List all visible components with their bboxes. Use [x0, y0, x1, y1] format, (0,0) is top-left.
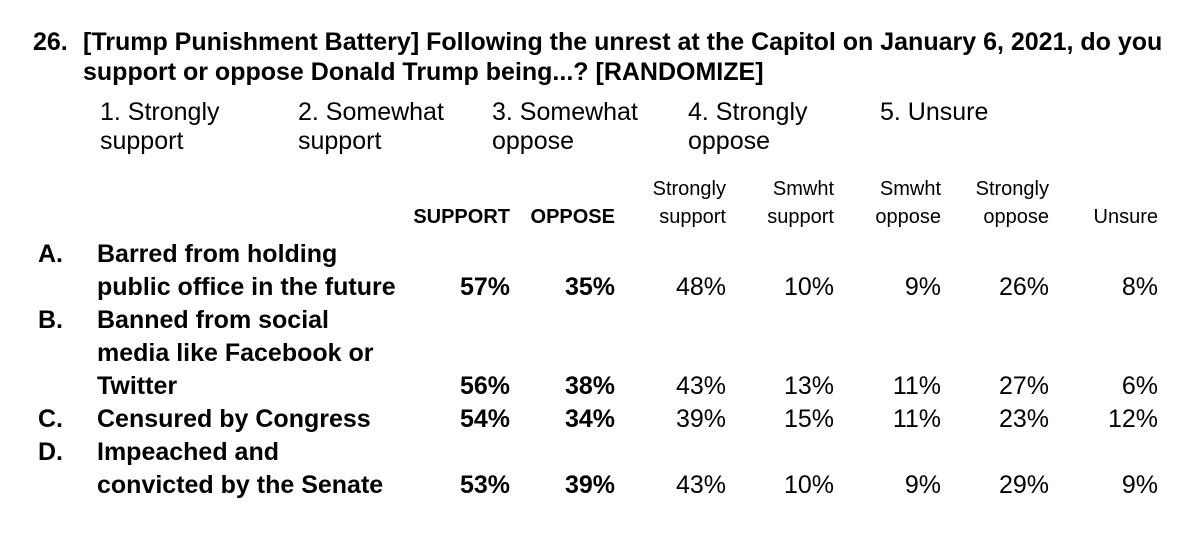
- value-smwht-support: 15%: [783, 405, 834, 433]
- value-support-net: 56%: [459, 372, 510, 400]
- table-header-row: SUPPORT OPPOSE Strongly support Smwht su…: [38, 175, 1158, 238]
- results-table: SUPPORT OPPOSE Strongly support Smwht su…: [38, 175, 1158, 502]
- header-letter-spacer: [38, 175, 97, 238]
- row-letter: D.: [38, 438, 63, 466]
- value-smwht-support: 10%: [783, 273, 834, 301]
- row-letter: B.: [38, 306, 63, 334]
- answer-option-unsure: 5. Unsure: [880, 98, 989, 126]
- value-smwht-oppose: 9%: [904, 471, 941, 499]
- value-strongly-oppose: 27%: [998, 372, 1049, 400]
- value-unsure: 6%: [1121, 372, 1158, 400]
- value-unsure: 8%: [1121, 273, 1158, 301]
- value-smwht-support: 13%: [783, 372, 834, 400]
- value-smwht-oppose: 9%: [904, 273, 941, 301]
- question-number: 26.: [33, 28, 68, 56]
- value-unsure: 12%: [1107, 405, 1158, 433]
- column-header-smwht-support: Smwht support: [767, 178, 834, 228]
- column-header-strongly-oppose: Strongly oppose: [975, 178, 1049, 228]
- value-strongly-support: 48%: [675, 273, 726, 301]
- value-oppose-net: 38%: [564, 372, 615, 400]
- value-strongly-support: 43%: [675, 471, 726, 499]
- value-support-net: 53%: [459, 471, 510, 499]
- answer-option-strongly-support: 1. Strongly support: [100, 98, 220, 155]
- value-strongly-oppose: 23%: [998, 405, 1049, 433]
- value-unsure: 9%: [1121, 471, 1158, 499]
- question-text: [Trump Punishment Battery] Following the…: [83, 28, 1163, 86]
- row-label: Impeached and convicted by the Senate: [97, 438, 384, 499]
- table-row-c: C. Censured by Congress 54% 34% 39% 15% …: [38, 403, 1158, 436]
- table-row-d: D. Impeached and convicted by the Senate…: [38, 436, 1158, 502]
- row-letter: C.: [38, 405, 63, 433]
- row-label: Barred from holding public office in the…: [97, 240, 396, 301]
- column-header-strongly-support: Strongly support: [652, 178, 726, 228]
- row-label: Censured by Congress: [97, 405, 371, 433]
- table-row-a: A. Barred from holding public office in …: [38, 238, 1158, 304]
- row-label: Banned from social media like Facebook o…: [97, 306, 374, 400]
- header-label-spacer: [97, 175, 408, 238]
- value-strongly-support: 43%: [675, 372, 726, 400]
- column-header-oppose-net: OPPOSE: [530, 206, 615, 228]
- value-support-net: 54%: [459, 405, 510, 433]
- value-smwht-oppose: 11%: [892, 405, 941, 433]
- value-oppose-net: 39%: [564, 471, 615, 499]
- answer-option-somewhat-support: 2. Somewhat support: [298, 98, 444, 155]
- column-header-smwht-oppose: Smwht oppose: [875, 178, 941, 228]
- column-header-unsure: Unsure: [1093, 206, 1158, 228]
- value-strongly-oppose: 29%: [998, 471, 1049, 499]
- value-oppose-net: 34%: [564, 405, 615, 433]
- value-smwht-support: 10%: [783, 471, 834, 499]
- value-support-net: 57%: [459, 273, 510, 301]
- answer-option-strongly-oppose: 4. Strongly oppose: [688, 98, 808, 155]
- answer-option-somewhat-oppose: 3. Somewhat oppose: [492, 98, 638, 155]
- column-header-support-net: SUPPORT: [413, 206, 510, 228]
- row-letter: A.: [38, 240, 63, 268]
- table-row-b: B. Banned from social media like Faceboo…: [38, 304, 1158, 403]
- question-block: 26. [Trump Punishment Battery] Following…: [33, 27, 1162, 87]
- value-oppose-net: 35%: [564, 273, 615, 301]
- value-strongly-oppose: 26%: [998, 273, 1049, 301]
- value-smwht-oppose: 11%: [892, 372, 941, 400]
- value-strongly-support: 39%: [675, 405, 726, 433]
